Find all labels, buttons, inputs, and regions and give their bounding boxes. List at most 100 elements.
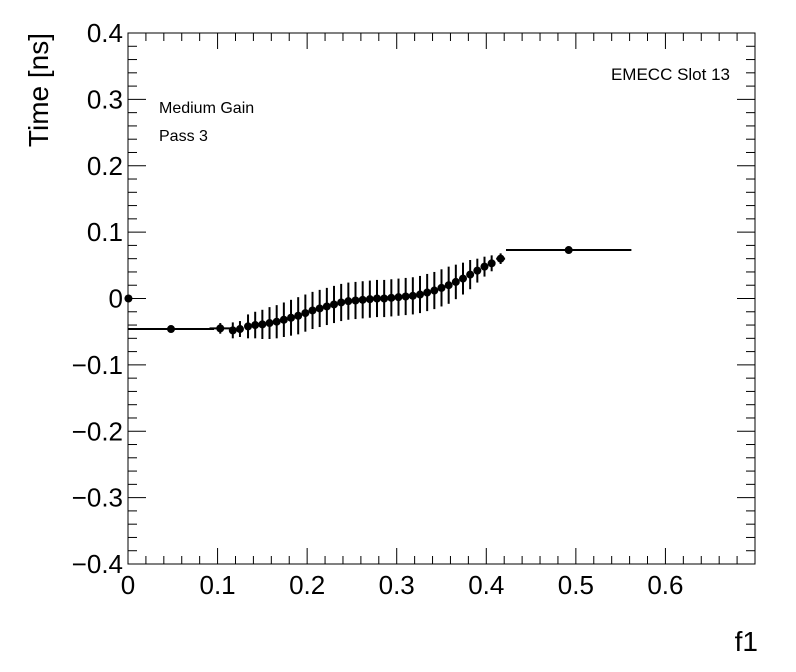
data-point — [287, 299, 296, 336]
pass-annotation: Pass 3 — [159, 128, 208, 145]
marker — [358, 295, 367, 304]
data-point — [235, 321, 244, 337]
x-tick-label: 0.3 — [379, 570, 415, 600]
x-tick-label: 0 — [121, 570, 135, 600]
data-point — [301, 294, 310, 332]
data-point — [496, 253, 506, 264]
marker — [244, 322, 253, 331]
marker — [496, 254, 505, 263]
marker — [416, 290, 425, 299]
marker — [408, 291, 417, 300]
data-point — [337, 283, 346, 322]
marker — [301, 309, 310, 318]
marker — [272, 317, 281, 326]
marker — [480, 262, 489, 271]
marker — [287, 313, 296, 322]
y-tick-label: 0 — [109, 284, 123, 314]
y-tick-label: 0.1 — [87, 217, 123, 247]
marker — [451, 277, 460, 286]
x-tick-label: 0.2 — [289, 570, 325, 600]
data-point — [124, 294, 133, 303]
marker — [387, 293, 396, 302]
data-point — [380, 279, 389, 318]
marker — [308, 306, 317, 315]
data-point — [128, 325, 214, 334]
marker — [124, 294, 133, 303]
data-point — [294, 297, 303, 335]
marker — [228, 326, 237, 335]
marker — [473, 266, 482, 275]
data-point — [279, 302, 288, 337]
data-point — [344, 282, 353, 320]
data-point — [466, 260, 475, 290]
data-point — [423, 273, 432, 312]
data-point — [272, 305, 281, 339]
x-tick-label: 0.1 — [199, 570, 235, 600]
marker — [564, 246, 573, 255]
marker — [344, 297, 353, 306]
data-point — [358, 281, 367, 319]
data-point — [228, 322, 237, 339]
data-point — [258, 309, 267, 339]
marker — [258, 320, 267, 329]
data-point — [330, 285, 339, 324]
data-point — [401, 277, 410, 316]
data-points — [124, 246, 632, 339]
data-point — [505, 246, 632, 255]
x-tick-label: 0.6 — [647, 570, 683, 600]
x-tick-label: 0.4 — [468, 570, 504, 600]
axis-ticks — [127, 32, 756, 565]
y-tick-label: 0.3 — [87, 84, 123, 114]
data-point — [430, 271, 439, 310]
data-point — [473, 258, 482, 283]
data-point — [451, 264, 460, 300]
y-tick-label: 0.2 — [87, 151, 123, 181]
x-tick-label: 0.5 — [558, 570, 594, 600]
marker — [337, 298, 346, 307]
gain-annotation: Medium Gain — [159, 100, 254, 117]
marker — [294, 311, 303, 320]
data-point — [394, 278, 403, 316]
marker — [315, 304, 324, 313]
data-point — [308, 291, 317, 330]
y-tick-label: −0.2 — [72, 416, 123, 446]
marker — [373, 294, 382, 303]
x-tick-labels: 0 0.1 0.2 0.3 0.4 0.5 0.6 — [121, 570, 684, 600]
data-point — [444, 266, 453, 304]
marker — [430, 286, 439, 295]
data-point — [244, 314, 253, 339]
y-tick-label: −0.1 — [72, 350, 123, 380]
marker — [401, 292, 410, 301]
y-tick-labels: −0.4 −0.3 −0.2 −0.1 0 0.1 0.2 0.3 0.4 — [72, 18, 123, 579]
marker — [458, 274, 467, 283]
marker — [322, 302, 331, 311]
y-tick-label: −0.4 — [72, 549, 123, 579]
data-point — [416, 275, 425, 314]
data-point — [480, 256, 489, 277]
marker — [351, 296, 360, 305]
data-point — [351, 281, 360, 320]
marker — [235, 325, 244, 334]
x-axis-title: f1 — [735, 626, 758, 657]
y-tick-label: −0.3 — [72, 483, 123, 513]
marker — [279, 315, 288, 324]
data-point — [387, 279, 396, 317]
slot-annotation: EMECC Slot 13 — [611, 65, 730, 84]
data-point — [315, 289, 324, 328]
marker — [437, 283, 446, 292]
marker — [365, 295, 374, 304]
data-point — [487, 255, 496, 272]
marker — [166, 325, 175, 334]
marker — [216, 324, 225, 333]
marker — [466, 270, 475, 279]
marker — [394, 293, 403, 302]
data-point — [365, 280, 374, 318]
data-point — [265, 307, 274, 339]
data-point — [322, 287, 331, 326]
data-point — [373, 279, 382, 318]
marker — [423, 288, 432, 297]
data-point — [408, 277, 417, 315]
data-point — [437, 269, 446, 307]
